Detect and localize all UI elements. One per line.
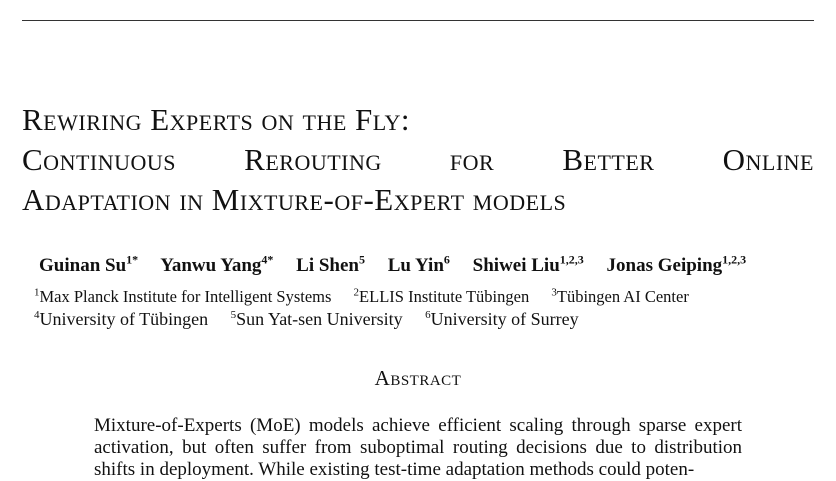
title-line-1: Rewiring Experts on the Fly: — [22, 102, 411, 137]
affiliation: 3Tübingen AI Center — [551, 286, 689, 306]
affiliation: 2ELLIS Institute Tübingen — [353, 286, 530, 306]
author-name: Shiwei Liu — [472, 255, 560, 277]
author-name: Li Shen — [296, 255, 359, 277]
affiliation-number: 6 — [425, 309, 431, 321]
affiliation-name: Sun Yat-sen University — [236, 309, 403, 329]
author: Guinan Su1* — [39, 253, 139, 277]
author: Jonas Geiping1,2,3 — [606, 253, 747, 277]
author-affil-marker: 1,2,3 — [722, 253, 747, 267]
author-name: Lu Yin — [387, 255, 444, 277]
author-list: Guinan Su1* Yanwu Yang4* Li Shen5 Lu Yin… — [39, 253, 746, 277]
affiliation-name: ELLIS Institute Tübingen — [359, 286, 530, 306]
author-name: Guinan Su — [39, 255, 127, 277]
paper-title: Rewiring Experts on the Fly: Continuous … — [22, 100, 814, 220]
abstract-text: Mixture-of-Experts (MoE) models achieve … — [94, 415, 742, 480]
author-name: Yanwu Yang — [160, 255, 262, 277]
author: Yanwu Yang4* — [160, 253, 274, 277]
affiliation-row-1: 1Max Planck Institute for Intelligent Sy… — [34, 286, 707, 307]
affiliation-number: 3 — [551, 286, 557, 298]
affiliation-number: 1 — [34, 286, 40, 298]
affiliation-row-2: 4University of Tübingen 5Sun Yat-sen Uni… — [34, 309, 597, 330]
author-affil-marker: 1* — [126, 253, 139, 267]
author: Li Shen5 — [296, 253, 365, 277]
affiliation-number: 5 — [230, 309, 237, 321]
affiliation-number: 2 — [353, 286, 360, 298]
title-line-3: Adaptation in Mixture-of-Expert models — [22, 182, 567, 217]
author-affil-marker: 5 — [359, 253, 365, 267]
abstract-heading: Abstract — [374, 366, 462, 390]
affiliation: 5Sun Yat-sen University — [231, 309, 403, 329]
affiliation: 1Max Planck Institute for Intelligent Sy… — [34, 286, 332, 306]
affiliation: 6University of Surrey — [425, 309, 578, 329]
affiliation-name: Max Planck Institute for Intelligent Sys… — [39, 286, 332, 306]
author-affil-marker: 4* — [261, 253, 274, 267]
affiliation-name: University of Tübingen — [39, 309, 209, 329]
affiliation: 4University of Tübingen — [34, 309, 208, 329]
affiliation-name: Tübingen AI Center — [556, 286, 689, 306]
author-affil-marker: 6 — [443, 253, 450, 267]
author-name: Jonas Geiping — [606, 255, 723, 277]
author-affil-marker: 1,2,3 — [559, 253, 584, 267]
affiliation-name: University of Surrey — [430, 309, 579, 329]
top-rule — [22, 20, 814, 21]
title-line-2: Continuous Rerouting for Better Online — [22, 142, 814, 177]
author: Shiwei Liu1,2,3 — [472, 253, 584, 277]
affiliation-number: 4 — [34, 309, 40, 321]
author: Lu Yin6 — [387, 253, 450, 277]
